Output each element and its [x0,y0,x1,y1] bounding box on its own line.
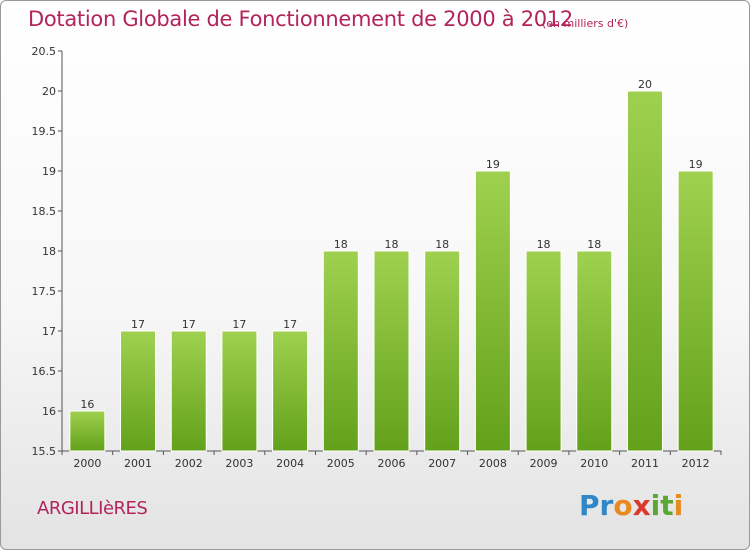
y-tick-label: 18 [42,245,56,258]
y-tick-label: 20.5 [32,45,57,58]
proxiti-logo: Proxiti [579,489,684,522]
data-label-2010: 18 [587,238,601,251]
data-label-2002: 17 [182,318,196,331]
data-label-2004: 17 [283,318,297,331]
data-label-2012: 19 [689,158,703,171]
bar-2007 [424,250,461,452]
x-tick-label: 2005 [327,457,355,470]
x-tick-label: 2009 [530,457,558,470]
x-tick-label: 2001 [124,457,152,470]
x-tick-label: 2010 [580,457,608,470]
x-tick-label: 2008 [479,457,507,470]
chart-subtitle: (en milliers d'€) [542,17,629,30]
y-tick-label: 17 [42,325,56,338]
bar-2000 [69,410,106,452]
data-label-2008: 19 [486,158,500,171]
x-tick-label: 2003 [225,457,253,470]
data-label-2005: 18 [334,238,348,251]
y-tick-label: 19.5 [32,125,57,138]
data-label-2003: 17 [232,318,246,331]
bar-2001 [120,330,157,452]
x-tick-label: 2011 [631,457,659,470]
data-label-2006: 18 [385,238,399,251]
commune-name: ARGILLIèRES [37,498,148,519]
chart-labels: 2000 16 2001 17 2002 17 2003 17 2004 17 2005 18 2006… [73,78,709,470]
bar-2006 [373,250,410,452]
data-label-2009: 18 [537,238,551,251]
data-label-2001: 17 [131,318,145,331]
bar-2010 [576,250,613,452]
bar-2005 [322,250,359,452]
y-tick-label: 15.5 [32,445,57,458]
y-tick-label: 20 [42,85,56,98]
bar-2004 [272,330,309,452]
x-tick-label: 2007 [428,457,456,470]
bar-2011 [626,90,663,452]
x-tick-label: 2012 [682,457,710,470]
x-tick-label: 2002 [175,457,203,470]
y-tick-label: 16 [42,405,56,418]
data-label-2011: 20 [638,78,652,91]
bar-2008 [474,170,511,452]
y-tick-label: 17.5 [32,285,57,298]
x-tick-label: 2006 [378,457,406,470]
bar-2003 [221,330,258,452]
chart-bars [69,90,714,452]
x-tick-label: 2004 [276,457,304,470]
bar-2009 [525,250,562,452]
y-tick-label: 18.5 [32,205,57,218]
data-label-2000: 16 [80,398,94,411]
x-tick-label: 2000 [73,457,101,470]
y-tick-label: 16.5 [32,365,57,378]
y-tick-label: 19 [42,165,56,178]
bar-2002 [170,330,207,452]
bar-2012 [677,170,714,452]
data-label-2007: 18 [435,238,449,251]
chart-title: Dotation Globale de Fonctionnement de 20… [28,7,573,31]
